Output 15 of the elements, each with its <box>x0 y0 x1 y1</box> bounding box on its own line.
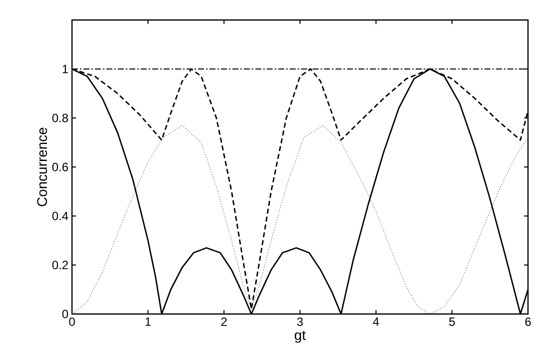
y-axis-title: Concurrence <box>37 128 48 206</box>
y-tick-label: 0.2 <box>52 260 68 270</box>
y-tick-label: 1 <box>62 64 68 74</box>
x-tick-label: 6 <box>525 318 531 326</box>
x-tick-label: 5 <box>449 318 455 326</box>
y-tick-label: 0 <box>62 310 68 318</box>
x-tick-label: 3 <box>297 318 303 326</box>
x-axis-title: gt <box>294 330 306 343</box>
x-tick-label: 1 <box>146 318 151 326</box>
x-tick-label: 0 <box>69 318 75 326</box>
y-tick-label: 0.4 <box>52 212 68 220</box>
x-tick-label: 4 <box>372 318 379 326</box>
y-tick-label: 0.6 <box>52 162 68 172</box>
y-tick-label: 0.8 <box>52 114 68 122</box>
x-tick-label: 2 <box>221 318 227 326</box>
